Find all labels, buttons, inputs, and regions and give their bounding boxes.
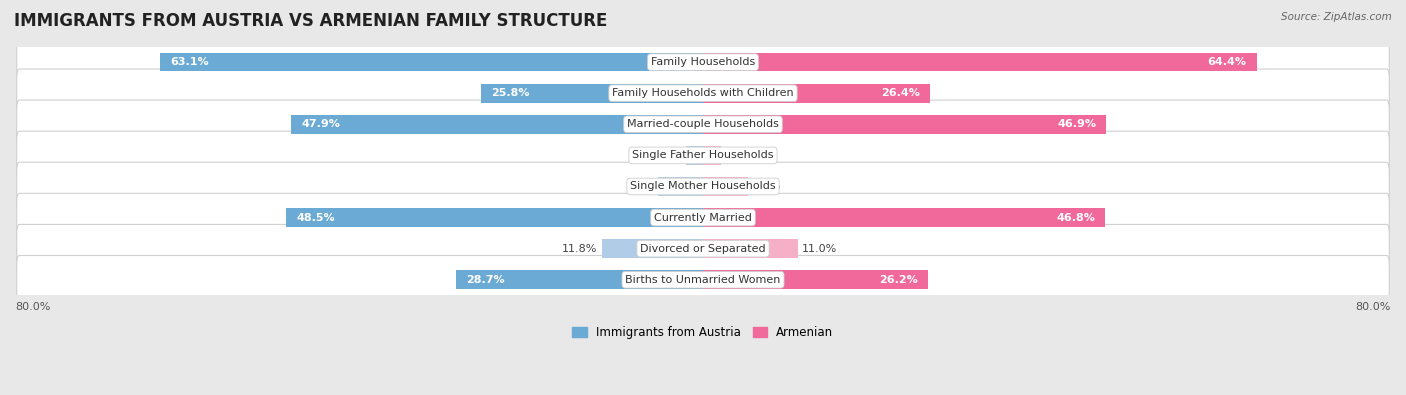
FancyBboxPatch shape [17, 224, 1389, 273]
Text: Married-couple Households: Married-couple Households [627, 119, 779, 129]
Bar [703, 271, 928, 289]
Text: 11.8%: 11.8% [562, 244, 598, 254]
Bar [703, 53, 1257, 71]
Text: 48.5%: 48.5% [297, 213, 335, 222]
Legend: Immigrants from Austria, Armenian: Immigrants from Austria, Armenian [568, 322, 838, 344]
Text: Births to Unmarried Women: Births to Unmarried Women [626, 275, 780, 285]
Bar [703, 115, 1107, 134]
FancyBboxPatch shape [17, 100, 1389, 149]
Bar [160, 53, 703, 71]
Bar [456, 271, 703, 289]
Bar [703, 208, 1105, 227]
Text: 63.1%: 63.1% [170, 57, 209, 67]
FancyBboxPatch shape [17, 131, 1389, 180]
Text: Single Father Households: Single Father Households [633, 150, 773, 160]
Bar [703, 239, 797, 258]
Text: 64.4%: 64.4% [1208, 57, 1247, 67]
Bar [703, 146, 721, 165]
Text: 80.0%: 80.0% [1355, 303, 1391, 312]
Bar [703, 177, 748, 196]
Text: Source: ZipAtlas.com: Source: ZipAtlas.com [1281, 12, 1392, 22]
FancyBboxPatch shape [17, 162, 1389, 211]
Text: 2.1%: 2.1% [725, 150, 754, 160]
Text: 46.9%: 46.9% [1057, 119, 1097, 129]
Text: 28.7%: 28.7% [467, 275, 505, 285]
Text: 5.2%: 5.2% [626, 181, 654, 192]
FancyBboxPatch shape [17, 193, 1389, 242]
Text: 26.2%: 26.2% [879, 275, 918, 285]
FancyBboxPatch shape [17, 69, 1389, 117]
Text: 80.0%: 80.0% [15, 303, 51, 312]
Text: 25.8%: 25.8% [492, 88, 530, 98]
Text: 5.2%: 5.2% [752, 181, 780, 192]
FancyBboxPatch shape [17, 38, 1389, 87]
Bar [481, 84, 703, 103]
Bar [291, 115, 703, 134]
Text: 2.0%: 2.0% [654, 150, 682, 160]
Text: Family Households: Family Households [651, 57, 755, 67]
Text: 11.0%: 11.0% [801, 244, 837, 254]
Text: Family Households with Children: Family Households with Children [612, 88, 794, 98]
FancyBboxPatch shape [17, 256, 1389, 304]
Text: Single Mother Households: Single Mother Households [630, 181, 776, 192]
Bar [703, 84, 929, 103]
Bar [602, 239, 703, 258]
Text: Currently Married: Currently Married [654, 213, 752, 222]
Text: 46.8%: 46.8% [1056, 213, 1095, 222]
Bar [658, 177, 703, 196]
Bar [686, 146, 703, 165]
Text: Divorced or Separated: Divorced or Separated [640, 244, 766, 254]
Bar [285, 208, 703, 227]
Text: IMMIGRANTS FROM AUSTRIA VS ARMENIAN FAMILY STRUCTURE: IMMIGRANTS FROM AUSTRIA VS ARMENIAN FAMI… [14, 12, 607, 30]
Text: 47.9%: 47.9% [301, 119, 340, 129]
Text: 26.4%: 26.4% [880, 88, 920, 98]
